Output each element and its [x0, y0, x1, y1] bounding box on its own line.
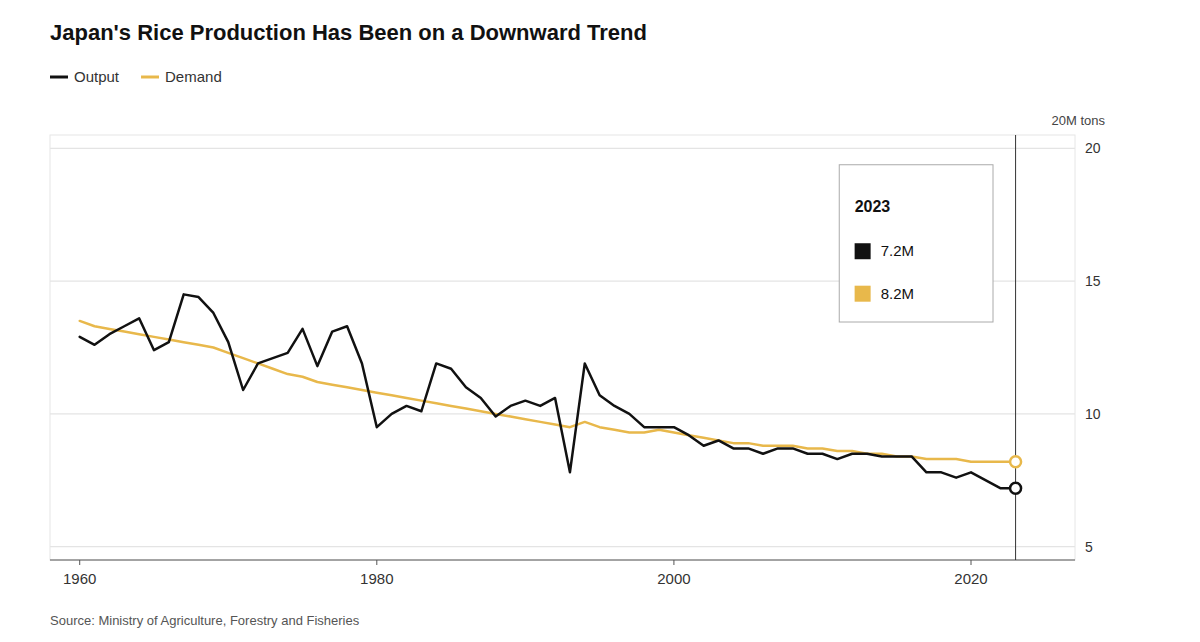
- x-tick-label: 1980: [360, 570, 393, 587]
- x-tick-label: 2000: [657, 570, 690, 587]
- grid-line: [50, 413, 1075, 414]
- x-tick: [673, 560, 674, 565]
- x-tick-label: 2020: [954, 570, 987, 587]
- callout-value: 8.2M: [881, 285, 914, 302]
- plot-frame: [50, 135, 1075, 560]
- x-axis: 1960 1980 2000 2020: [50, 560, 1075, 587]
- y-tick-label: 10: [1085, 406, 1101, 422]
- y-axis: 5 10 15 20: [50, 140, 1101, 554]
- x-tick: [79, 560, 80, 565]
- end-point: [1010, 483, 1021, 494]
- x-tick: [376, 560, 377, 565]
- y-tick-label: 5: [1085, 539, 1093, 555]
- y-tick-label: 20: [1085, 140, 1101, 156]
- reference-line: [1015, 135, 1016, 560]
- legend-swatch: [50, 76, 68, 79]
- callout-swatch: [855, 286, 871, 302]
- series-line: [80, 321, 1016, 462]
- y-axis-label: 20M tons: [1052, 113, 1106, 128]
- callout-box: [839, 165, 993, 322]
- callout-title: 2023: [855, 198, 891, 215]
- callout: 2023 7.2M 8.2M: [839, 165, 993, 322]
- legend-label: Output: [74, 68, 120, 85]
- legend-label: Demand: [165, 68, 222, 85]
- grid-line: [50, 148, 1075, 149]
- x-tick: [971, 560, 972, 565]
- callout-value: 7.2M: [881, 242, 914, 259]
- series-line: [80, 294, 1016, 488]
- chart: Japan's Rice Production Has Been on a Do…: [0, 0, 1200, 642]
- source: Source: Ministry of Agriculture, Forestr…: [50, 613, 360, 628]
- legend: Output Demand: [50, 68, 222, 85]
- grid-line: [50, 546, 1075, 547]
- title: Japan's Rice Production Has Been on a Do…: [50, 20, 647, 45]
- y-tick-label: 15: [1085, 273, 1101, 289]
- plot-area: [80, 135, 1021, 560]
- legend-swatch: [141, 76, 159, 79]
- x-tick-label: 1960: [63, 570, 96, 587]
- end-point: [1010, 456, 1021, 467]
- callout-swatch: [855, 243, 871, 259]
- x-axis-line: [50, 560, 1075, 561]
